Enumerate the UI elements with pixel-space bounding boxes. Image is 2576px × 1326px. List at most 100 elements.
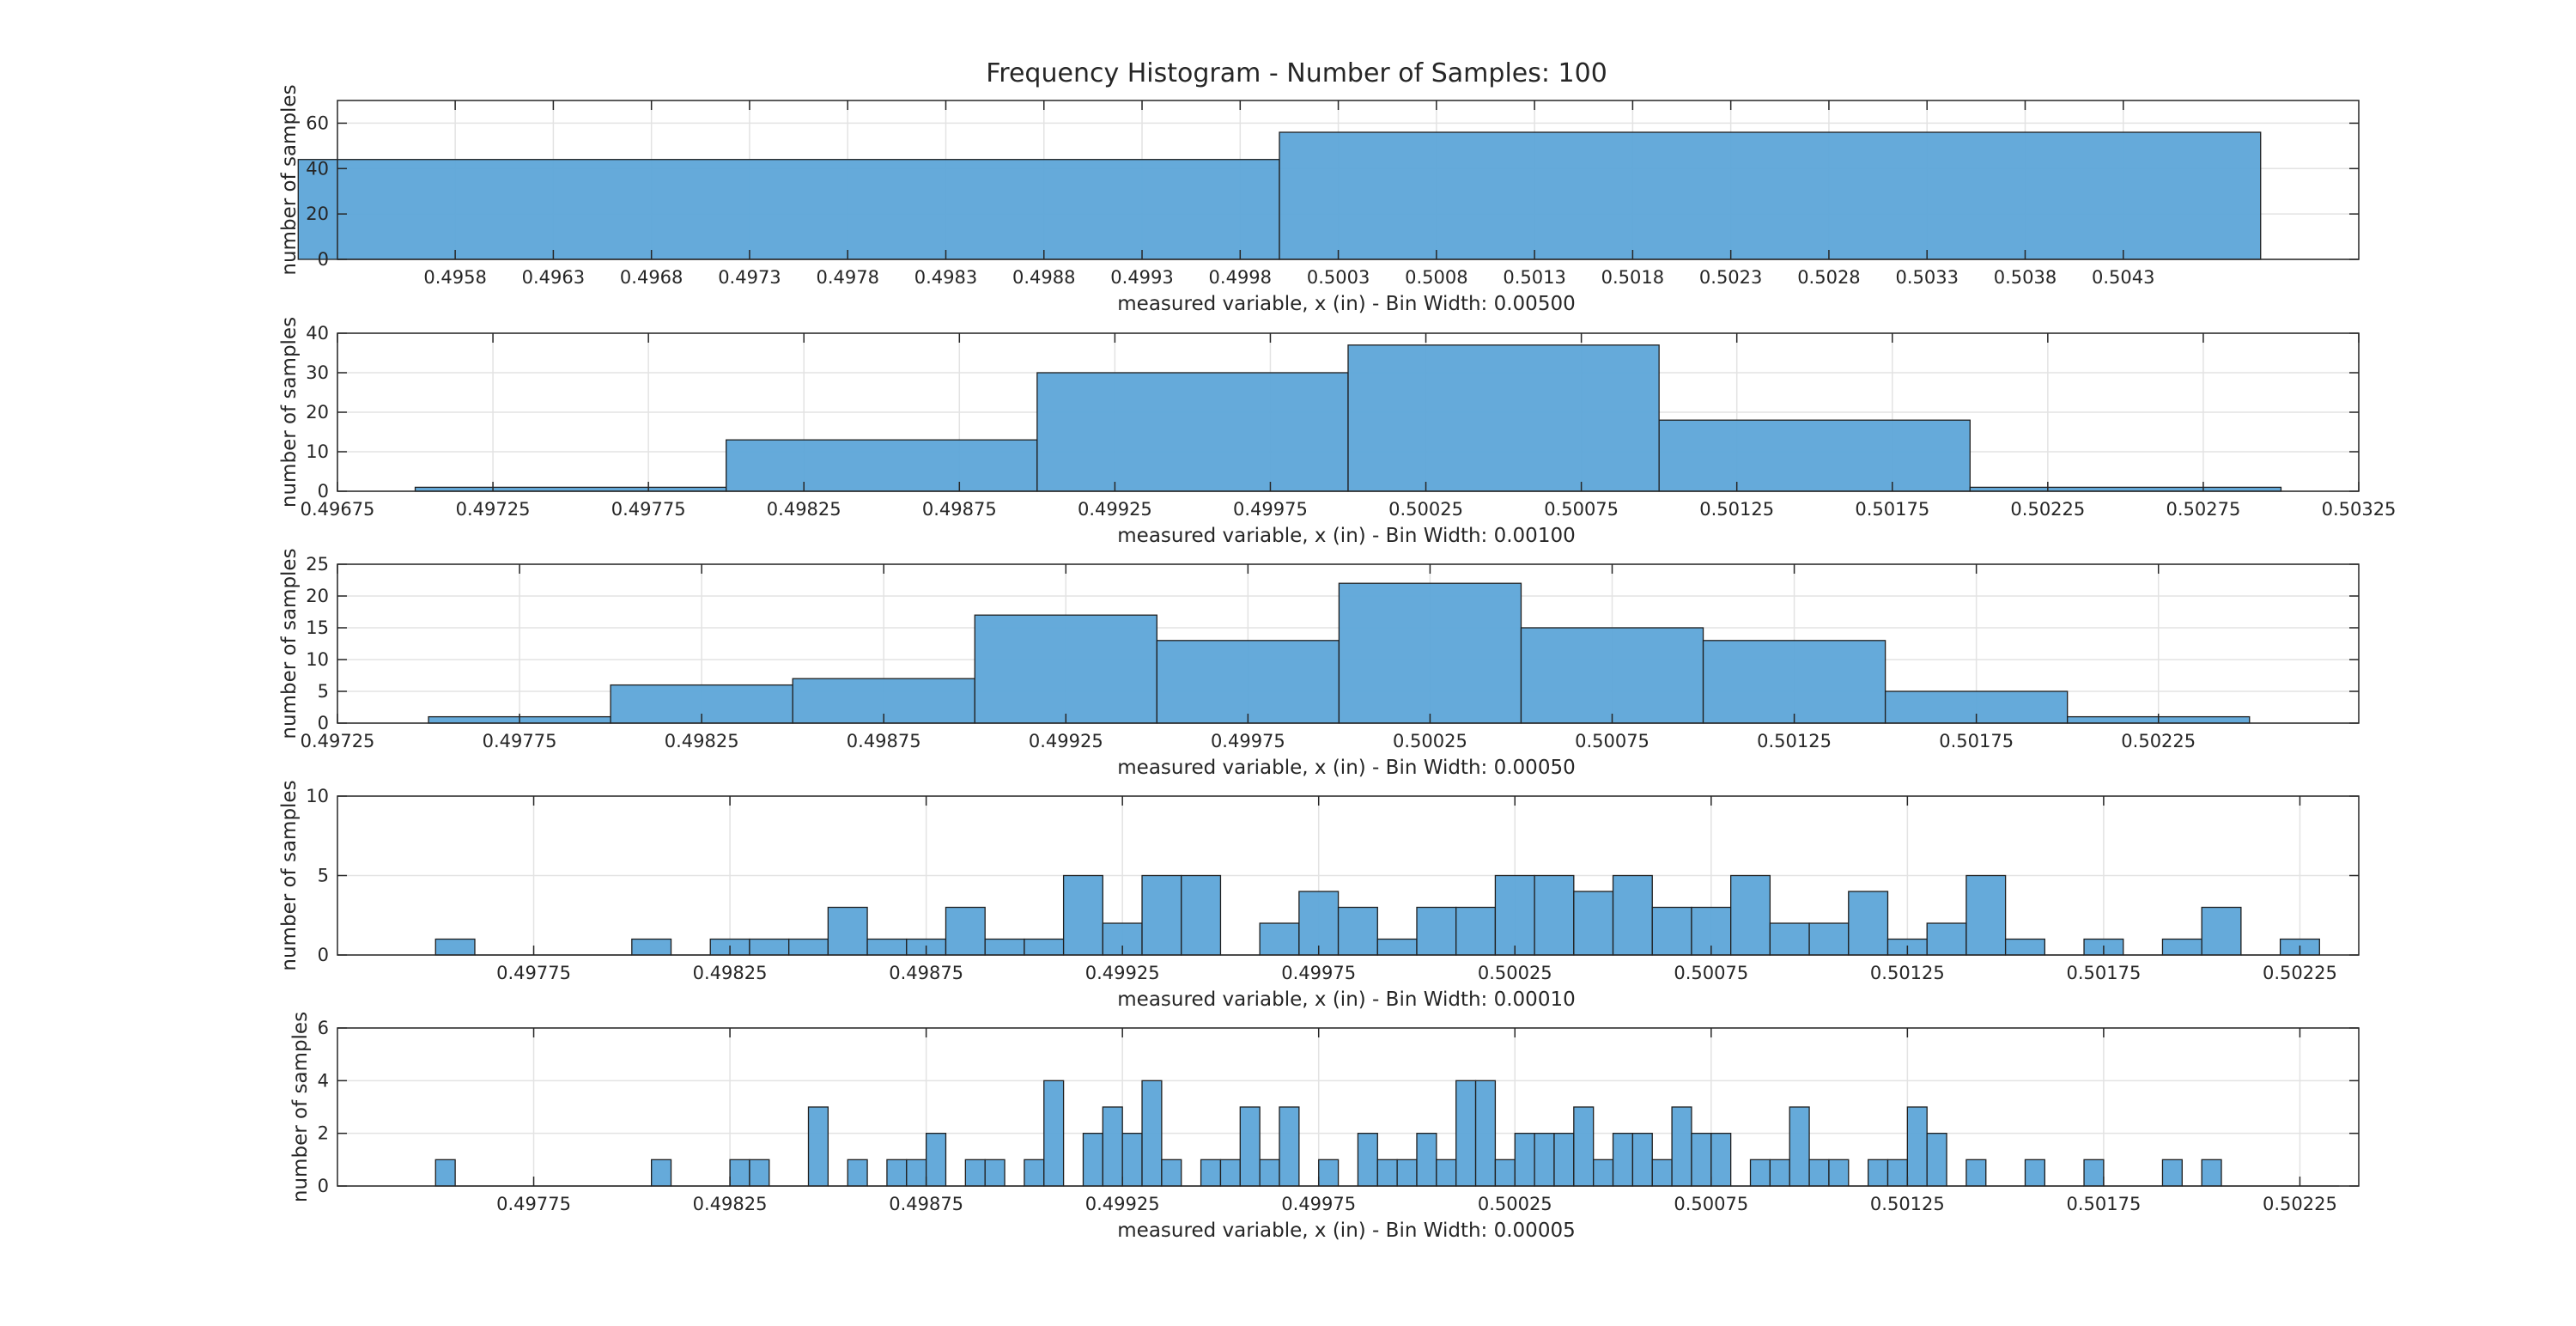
histogram-bar bbox=[1161, 1159, 1182, 1187]
histogram-bar bbox=[847, 1159, 868, 1187]
histogram-panel-3: 0.49725 0.49775 0.49825 0.49875 0.49925 0.499… bbox=[278, 548, 2360, 779]
histogram-bar bbox=[726, 439, 1038, 492]
x-tick-label: 0.5038 bbox=[1994, 267, 2057, 288]
y-tick-label: 15 bbox=[306, 617, 329, 638]
y-tick-label: 0 bbox=[318, 713, 329, 733]
histogram-bar bbox=[1612, 874, 1653, 956]
x-tick-label: 0.5023 bbox=[1699, 267, 1762, 288]
x-axis-label: measured variable, x (in) - Bin Width: 0… bbox=[1117, 988, 1575, 1011]
histogram-bar bbox=[886, 1159, 908, 1187]
histogram-panel-4: 0.49775 0.49825 0.49875 0.49925 0.49975 0.500… bbox=[278, 780, 2360, 1011]
x-tick-label: 0.49875 bbox=[922, 499, 997, 520]
y-tick-label: 25 bbox=[306, 554, 329, 575]
x-axis-label: measured variable, x (in) - Bin Width: 0… bbox=[1117, 525, 1575, 547]
x-tick-label: 0.49925 bbox=[1029, 731, 1103, 751]
histogram-bar bbox=[1514, 1133, 1535, 1187]
histogram-bar bbox=[297, 159, 1280, 260]
histogram-bar bbox=[1769, 1159, 1790, 1187]
x-tick-label: 0.49825 bbox=[693, 1194, 768, 1214]
x-tick-label: 0.50075 bbox=[1575, 731, 1649, 751]
x-tick-label: 0.4963 bbox=[522, 267, 585, 288]
histogram-bar bbox=[1702, 640, 1886, 724]
histogram-bar bbox=[1631, 1133, 1653, 1187]
histogram-bar bbox=[1926, 922, 1967, 956]
histogram-bar bbox=[1573, 1106, 1595, 1187]
histogram-bar bbox=[1259, 922, 1300, 956]
axes-box bbox=[337, 563, 2360, 724]
histogram-bar bbox=[1769, 922, 1810, 956]
histogram-bar bbox=[1573, 891, 1614, 956]
x-tick-label: 0.50175 bbox=[1939, 731, 2014, 751]
histogram-bar bbox=[1455, 1080, 1477, 1187]
histogram-bar bbox=[1024, 938, 1065, 956]
x-tick-label: 0.49875 bbox=[889, 1194, 963, 1214]
histogram-bar bbox=[1965, 874, 2007, 956]
histogram-bar bbox=[1024, 1159, 1045, 1187]
y-tick-label: 6 bbox=[318, 1018, 329, 1038]
x-tick-label: 0.5013 bbox=[1503, 267, 1565, 288]
histogram-bar bbox=[2161, 1159, 2183, 1187]
y-tick-label: 5 bbox=[318, 866, 329, 886]
histogram-bar bbox=[1710, 1133, 1732, 1187]
histogram-bar bbox=[1886, 1159, 1908, 1187]
x-tick-label: 0.50025 bbox=[1478, 1194, 1552, 1214]
histogram-bar bbox=[1376, 938, 1418, 956]
y-tick-label: 10 bbox=[306, 441, 329, 462]
histogram-bar bbox=[1534, 874, 1575, 956]
x-tick-label: 0.4983 bbox=[914, 267, 977, 288]
x-tick-label: 0.49875 bbox=[847, 731, 921, 751]
x-tick-label: 0.4998 bbox=[1209, 267, 1272, 288]
x-tick-label: 0.5028 bbox=[1797, 267, 1860, 288]
histogram-panel-5: 0.49775 0.49825 0.49875 0.49925 0.49975 0.500… bbox=[289, 1012, 2360, 1242]
histogram-panel-2: 0.49675 0.49725 0.49775 0.49825 0.49875 0.499… bbox=[278, 317, 2396, 547]
histogram-bar bbox=[1612, 1133, 1634, 1187]
histogram-bar bbox=[1102, 1106, 1123, 1187]
y-tick-label: 40 bbox=[306, 323, 329, 344]
y-tick-label: 2 bbox=[318, 1123, 329, 1144]
histogram-bar bbox=[1658, 419, 1971, 492]
histogram-bar bbox=[1730, 874, 1771, 956]
histogram-bar bbox=[906, 1159, 927, 1187]
x-tick-label: 0.49825 bbox=[767, 499, 841, 520]
x-tick-label: 0.49875 bbox=[889, 963, 963, 983]
histogram-bar bbox=[1376, 1159, 1398, 1187]
histogram-bar bbox=[1789, 1106, 1810, 1187]
histogram-bar bbox=[1808, 1159, 1830, 1187]
x-tick-label: 0.50125 bbox=[1870, 1194, 1945, 1214]
histogram-bar bbox=[984, 938, 1025, 956]
x-tick-label: 0.49975 bbox=[1281, 1194, 1356, 1214]
histogram-bar bbox=[1338, 582, 1522, 724]
histogram-bar bbox=[1416, 906, 1457, 956]
x-tick-label: 0.50175 bbox=[1855, 499, 1929, 520]
y-tick-label: 5 bbox=[318, 681, 329, 702]
y-tick-label: 20 bbox=[306, 402, 329, 423]
histogram-bar bbox=[1808, 922, 1850, 956]
x-tick-label: 0.49975 bbox=[1233, 499, 1308, 520]
x-tick-label: 0.50025 bbox=[1478, 963, 1552, 983]
histogram-bar bbox=[1965, 1159, 1987, 1187]
histogram-bar bbox=[1593, 1159, 1614, 1187]
x-tick-label: 0.50125 bbox=[1757, 731, 1832, 751]
x-tick-label: 0.50075 bbox=[1674, 1194, 1748, 1214]
y-tick-label: 40 bbox=[306, 158, 329, 179]
x-tick-label: 0.5008 bbox=[1405, 267, 1467, 288]
histogram-panel-1: 0.4958 0.4963 0.4968 0.4973 0.4978 0.4983 0.49… bbox=[278, 84, 2360, 315]
x-tick-label: 0.50175 bbox=[2066, 963, 2141, 983]
histogram-bar bbox=[1494, 1159, 1516, 1187]
histogram-bar bbox=[1828, 1159, 1850, 1187]
x-tick-label: 0.50175 bbox=[2066, 1194, 2141, 1214]
x-tick-label: 0.5043 bbox=[2092, 267, 2154, 288]
x-tick-label: 0.49775 bbox=[483, 731, 557, 751]
y-axis-label: number of samples bbox=[278, 548, 301, 739]
x-tick-label: 0.50075 bbox=[1544, 499, 1619, 520]
y-tick-label: 60 bbox=[306, 113, 329, 133]
histogram-bar bbox=[1749, 1159, 1771, 1187]
histogram-bar bbox=[807, 1106, 829, 1187]
y-tick-label: 30 bbox=[306, 362, 329, 383]
histogram-bar bbox=[1156, 640, 1340, 724]
histogram-bar bbox=[1062, 874, 1103, 956]
x-tick-label: 0.50125 bbox=[1870, 963, 1945, 983]
histogram-bar bbox=[749, 938, 790, 956]
histogram-bar bbox=[1906, 1106, 1928, 1187]
